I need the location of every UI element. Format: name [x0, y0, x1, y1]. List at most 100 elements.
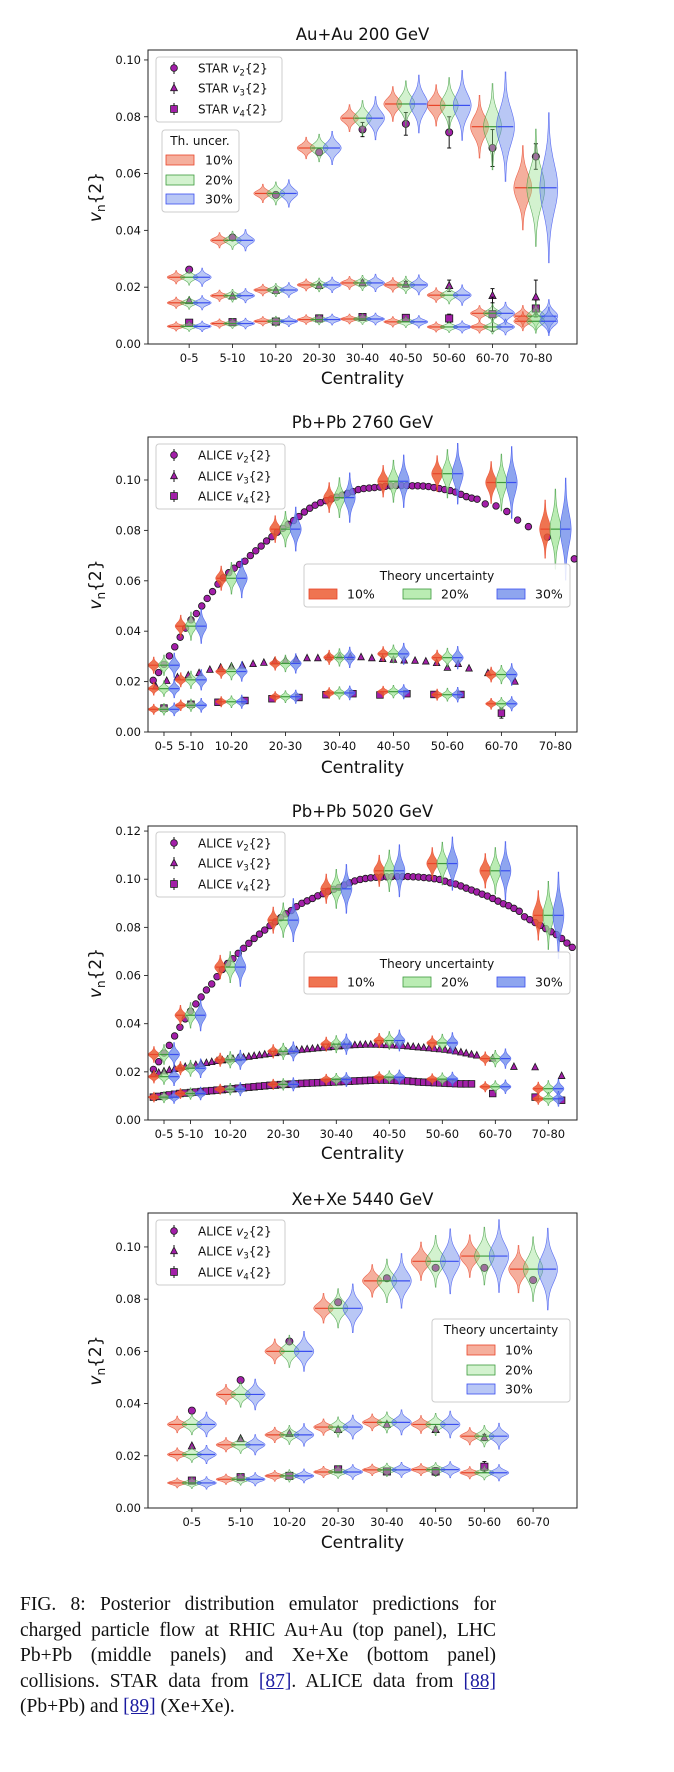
legend-patch-10pct	[308, 588, 338, 600]
data-point-v2	[208, 980, 216, 988]
x-tick-label: 70-80	[539, 739, 572, 753]
data-point-v2	[524, 522, 533, 531]
chart-panel: Pb+Pb 5020 GeV 0.00 0.02 0.04 0.06 0.08 0.10 0.…	[86, 802, 578, 1164]
data-point-v3	[531, 292, 541, 301]
legend-patch-30pct	[466, 1383, 496, 1395]
data-point-v3	[367, 653, 376, 662]
y-axis-subscript: n	[94, 980, 108, 988]
legend-experiment: ALICE	[198, 1225, 232, 1239]
legend-patch-20pct	[165, 174, 195, 186]
data-point-v2	[492, 502, 500, 510]
chart-panel: Pb+Pb 2760 GeV 0.00 0.02 0.04 0.06 0.08 0.10 0-…	[86, 413, 578, 778]
x-tick-label: 10-20	[273, 1515, 306, 1529]
data-point-v3	[356, 1040, 365, 1048]
data-point-v2	[187, 1406, 196, 1415]
legend-label: ALICE v3{2}	[198, 1245, 272, 1261]
y-axis-label: vn{2}	[86, 948, 108, 998]
data-point-v3	[456, 1047, 465, 1056]
reference-link-88[interactable]: [88]	[463, 1670, 497, 1692]
x-tick-label: 5-10	[228, 1515, 254, 1529]
theory-legend: Theory uncertainty 10% 20% 30%	[303, 563, 571, 608]
reference-link-87[interactable]: [87]	[258, 1670, 292, 1692]
legend-symbol: v	[236, 470, 244, 484]
legend-suffix: {2}	[249, 449, 272, 463]
legend-title: Th. uncer.	[169, 134, 229, 148]
data-point-v3	[462, 1048, 471, 1057]
y-axis-label: vn{2}	[86, 1335, 108, 1385]
y-tick-label: 0.02	[115, 1449, 141, 1463]
x-tick-label: 20-30	[302, 351, 335, 365]
data-point-v2	[488, 143, 497, 152]
data-point-v2	[245, 939, 253, 947]
data-point-v3	[444, 280, 454, 290]
legend-patch-20pct	[402, 976, 432, 988]
plot-frame	[147, 49, 578, 345]
y-axis-symbol: v	[86, 1375, 106, 1386]
legend-suffix: {2}	[249, 857, 272, 871]
data-point-v3	[557, 1071, 566, 1079]
data-point-v4	[334, 1465, 343, 1474]
legend-suffix: {2}	[249, 470, 272, 484]
x-tick-label: 5-10	[178, 739, 204, 753]
data-point-v3	[207, 1057, 216, 1066]
legend-symbol: v	[236, 857, 244, 871]
triangle-marker-icon	[169, 858, 179, 867]
data-point-v3	[409, 1042, 418, 1050]
data-point-v2	[228, 233, 237, 242]
legend-label: ALICE v4{2}	[198, 1266, 272, 1282]
data-point-v3	[472, 1050, 481, 1059]
x-tick-label: 30-40	[320, 1127, 353, 1141]
x-tick-label: 30-40	[346, 351, 379, 365]
y-tick-label: 0.04	[115, 223, 141, 237]
y-tick-label: 0.02	[115, 1065, 141, 1079]
data-point-v2	[197, 993, 205, 1001]
data-point-v2	[246, 551, 255, 560]
legend-label: ALICE v4{2}	[198, 878, 272, 894]
data-point-v3	[297, 1044, 306, 1053]
legend-subscript: 4	[243, 884, 248, 894]
legend-suffix: {2}	[249, 1245, 272, 1259]
x-tick-label: 40-50	[377, 739, 410, 753]
legend-experiment: ALICE	[198, 1266, 232, 1280]
reference-link-89[interactable]: [89]	[123, 1696, 156, 1718]
x-axis-label: Centrality	[321, 369, 404, 389]
legend-box	[431, 1318, 571, 1403]
legend-experiment: ALICE	[198, 1245, 232, 1259]
legend-symbol: v	[236, 449, 244, 463]
data-point-v3	[202, 1058, 211, 1066]
y-tick-label: 0.08	[115, 523, 141, 537]
plot-area	[166, 70, 559, 336]
y-tick-label: 0.06	[115, 167, 141, 181]
data-point-v2	[165, 652, 174, 660]
data-point-v2	[568, 943, 576, 952]
data-point-v3	[510, 676, 519, 685]
legend-patch-30pct	[165, 193, 195, 205]
plot-frame	[147, 825, 578, 1121]
data-point-v3	[260, 1049, 269, 1058]
square-marker-icon	[170, 492, 178, 500]
y-axis-suffix: {2}	[86, 1335, 106, 1367]
data-point-v3	[357, 652, 365, 661]
x-tick-label: 20-30	[269, 739, 302, 753]
legend-suffix: {2}	[249, 837, 272, 851]
y-tick-label: 0.06	[115, 969, 141, 983]
legend-experiment: STAR	[198, 82, 229, 96]
legend-title: Theory uncertainty	[379, 569, 494, 583]
y-axis-symbol: v	[86, 599, 106, 610]
x-tick-label: 30-40	[370, 1515, 403, 1529]
data-point-v4	[488, 310, 497, 319]
data-point-v2	[203, 594, 211, 603]
x-tick-label: 10-20	[215, 739, 248, 753]
data-point-v2	[202, 986, 211, 994]
data-point-v2	[255, 930, 264, 938]
y-axis-subscript: n	[94, 1368, 108, 1376]
x-tick-label: 10-20	[259, 351, 292, 365]
legend-patch-20pct	[466, 1364, 496, 1376]
plot-frame	[147, 1212, 578, 1509]
legend-title: Theory uncertainty	[379, 957, 494, 971]
data-point-v3	[313, 1043, 322, 1052]
y-axis-suffix: {2}	[86, 559, 106, 591]
chart-title: Pb+Pb 5020 GeV	[292, 802, 434, 821]
legend-box	[155, 443, 286, 510]
data-point-v3	[184, 295, 194, 305]
